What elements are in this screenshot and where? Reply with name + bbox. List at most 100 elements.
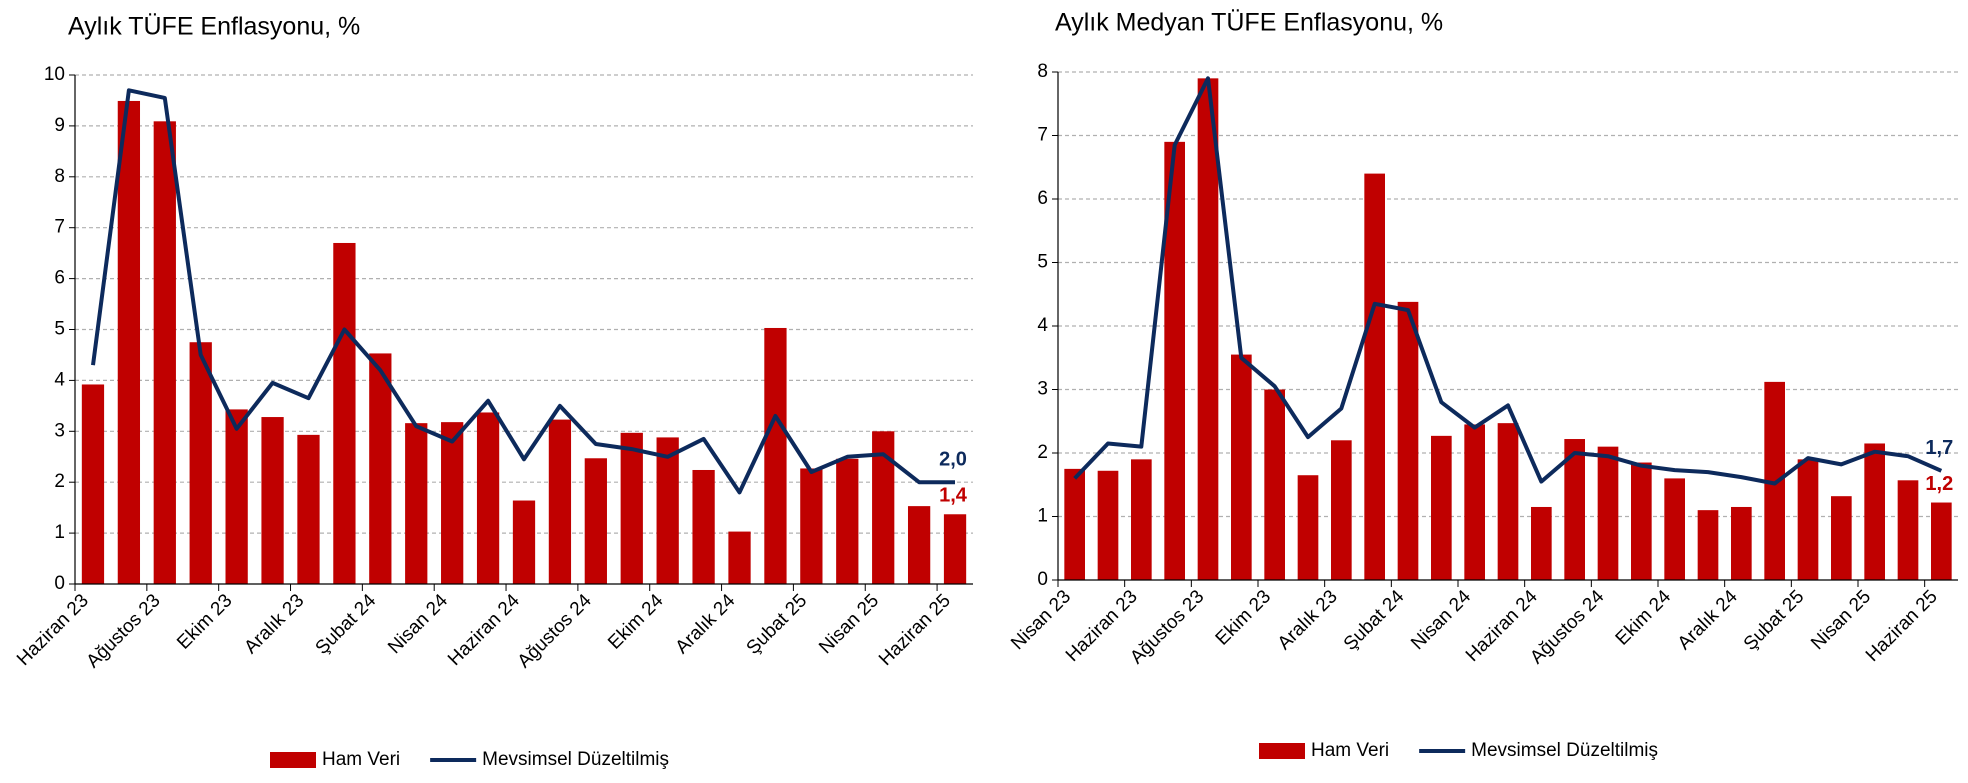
bar: [369, 353, 392, 584]
x-tick-label: Haziran 23: [13, 590, 93, 670]
bar: [1897, 480, 1919, 580]
y-tick-label: 8: [54, 166, 65, 187]
bar: [800, 468, 823, 584]
bar: [1831, 496, 1852, 580]
bar: [1664, 478, 1685, 580]
y-tick-label: 3: [54, 420, 65, 441]
y-tick-label: 5: [1037, 252, 1048, 273]
legend-label: Mevsimsel Düzeltilmiş: [1471, 740, 1658, 761]
x-tick-label: Haziran 25: [1862, 586, 1942, 666]
data-label: 1,4: [939, 485, 968, 507]
bar: [1064, 468, 1085, 580]
bar: [225, 409, 248, 584]
y-tick-label: 3: [1037, 379, 1048, 400]
bar: [1297, 475, 1319, 580]
bar: [189, 342, 212, 584]
bar: [692, 469, 715, 584]
x-tick-label: Ekim 23: [173, 590, 236, 653]
data-label: 2,0: [939, 448, 967, 470]
x-tick-label: Aralık 23: [1274, 586, 1342, 654]
x-tick-label: Şubat 24: [1340, 586, 1409, 655]
y-tick-label: 4: [1037, 315, 1048, 336]
legend-swatch: [270, 752, 316, 768]
bar: [441, 422, 464, 584]
bar: [584, 458, 607, 584]
bar: [1364, 173, 1385, 580]
bar: [728, 531, 751, 584]
bar: [1231, 354, 1252, 580]
legend-label: Ham Veri: [322, 749, 400, 770]
x-tick-label: Şubat 25: [1740, 586, 1809, 655]
x-tick-label: Nisan 23: [1007, 586, 1075, 654]
bar: [153, 121, 176, 584]
bar: [1631, 462, 1652, 580]
y-tick-label: 10: [44, 64, 65, 85]
x-tick-label: Haziran 24: [444, 590, 524, 670]
bar: [1531, 506, 1552, 580]
data-label: 1,2: [1925, 473, 1953, 495]
bar: [872, 431, 895, 584]
bar: [1697, 510, 1719, 580]
x-tick-label: Nisan 25: [815, 590, 883, 658]
bar: [1164, 141, 1185, 580]
bar: [261, 417, 284, 584]
x-tick-label: Şubat 25: [743, 590, 812, 659]
x-tick-label: Haziran 25: [875, 590, 955, 670]
y-tick-label: 7: [54, 217, 65, 238]
bar: [548, 419, 572, 584]
bar: [1597, 446, 1619, 580]
x-tick-label: Nisan 24: [1407, 586, 1475, 654]
x-tick-label: Şubat 24: [312, 590, 381, 659]
bar: [656, 437, 679, 584]
bar: [1097, 470, 1119, 580]
x-tick-label: Ağustos 23: [83, 590, 165, 672]
x-tick-label: Aralık 23: [241, 590, 309, 658]
y-tick-label: 9: [54, 115, 65, 136]
data-label: 1,7: [1925, 437, 1953, 459]
line: [91, 88, 955, 495]
x-tick-label: Nisan 24: [384, 590, 452, 658]
bar: [1431, 435, 1452, 580]
bar: [1197, 78, 1219, 580]
x-tick-label: Ekim 24: [604, 590, 668, 654]
bar: [1264, 389, 1285, 580]
bar: [620, 432, 643, 584]
x-tick-label: Ekim 24: [1612, 586, 1676, 650]
bar: [1397, 301, 1419, 580]
y-tick-label: 0: [1037, 569, 1048, 590]
bar: [1564, 439, 1585, 580]
bar: [333, 242, 356, 584]
bar: [1931, 502, 1952, 580]
y-tick-label: 1: [1037, 506, 1048, 527]
y-tick-label: 2: [1037, 442, 1048, 463]
bar: [1497, 423, 1519, 580]
bar: [81, 384, 105, 584]
bar: [405, 423, 428, 584]
y-tick-label: 1: [54, 522, 65, 543]
bar: [836, 458, 859, 584]
x-tick-label: Ekim 23: [1212, 586, 1275, 649]
bar: [297, 434, 320, 584]
bar: [943, 514, 967, 584]
bar: [1731, 506, 1752, 580]
bar: [1131, 459, 1152, 580]
bar: [1764, 381, 1785, 580]
legend-label: Ham Veri: [1311, 740, 1389, 761]
y-tick-label: 5: [54, 319, 65, 340]
chart-title: Aylık TÜFE Enflasyonu, %: [68, 13, 360, 41]
y-tick-label: 7: [1037, 125, 1048, 146]
bar: [1797, 459, 1819, 580]
x-tick-label: Aralık 24: [672, 590, 740, 658]
y-tick-label: 0: [54, 573, 65, 594]
y-tick-label: 6: [54, 268, 65, 289]
y-tick-label: 6: [1037, 188, 1048, 209]
legend-label: Mevsimsel Düzeltilmiş: [482, 749, 669, 770]
x-tick-label: Ağustos 24: [514, 590, 596, 672]
bar: [1331, 440, 1352, 580]
bar: [1864, 443, 1885, 580]
bar: [476, 412, 500, 584]
bar: [764, 327, 787, 584]
chart-title: Aylık Medyan TÜFE Enflasyonu, %: [1055, 9, 1443, 37]
